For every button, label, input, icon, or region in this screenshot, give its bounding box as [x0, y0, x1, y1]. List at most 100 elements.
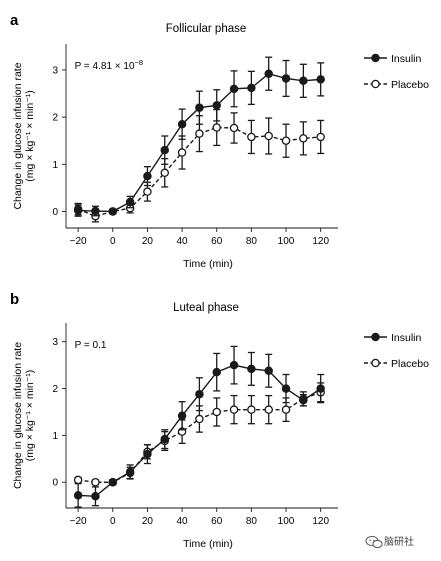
y-tick-label: 2 — [52, 384, 58, 395]
data-point — [160, 168, 170, 178]
panel-letter: a — [10, 12, 19, 29]
data-point — [229, 405, 239, 414]
watermark: 脑研社 — [365, 535, 414, 549]
y-tick-label: 0 — [52, 478, 58, 489]
series-insulin — [73, 345, 325, 508]
legend-label: Insulin — [391, 332, 422, 344]
data-point — [108, 477, 118, 487]
p-value-annotation: P = 4.81 × 10−8 — [75, 58, 143, 72]
data-point — [160, 145, 170, 155]
data-point — [229, 84, 239, 94]
data-point — [229, 360, 239, 370]
data-point — [125, 197, 135, 207]
data-point — [195, 129, 204, 138]
data-point — [316, 384, 325, 393]
x-axis-label: Time (min) — [183, 538, 233, 550]
series-insulin — [73, 56, 325, 217]
x-tick-label: 0 — [110, 516, 116, 527]
data-point — [299, 396, 308, 405]
x-tick-label: 20 — [142, 236, 154, 247]
x-tick-label: 60 — [211, 516, 223, 527]
data-point — [299, 134, 308, 143]
x-tick-label: 80 — [246, 236, 258, 247]
data-point — [247, 132, 256, 142]
data-point — [73, 491, 83, 500]
data-point — [264, 131, 273, 141]
y-axis-label-line2: (mg × kg⁻¹ × min⁻¹) — [24, 370, 36, 462]
y-axis-label-line2: (mg × kg⁻¹ × min⁻¹) — [24, 90, 36, 182]
legend-entry-placebo: Placebo — [364, 358, 429, 370]
data-point — [143, 449, 152, 459]
data-point — [91, 492, 100, 501]
legend-label: Insulin — [391, 53, 422, 65]
data-point — [264, 405, 273, 414]
x-axis-label: Time (min) — [183, 258, 233, 270]
x-tick-label: −20 — [70, 516, 87, 527]
x-tick-label: 120 — [312, 236, 329, 247]
x-tick-label: 80 — [246, 516, 258, 527]
data-point — [247, 364, 256, 374]
data-point — [195, 389, 204, 399]
x-tick-label: 40 — [177, 516, 189, 527]
panel-letter: b — [10, 291, 19, 308]
data-point — [177, 148, 187, 157]
p-value-exponent: −8 — [135, 58, 144, 67]
y-tick-label: 0 — [52, 207, 58, 218]
data-point — [316, 75, 325, 84]
legend-label: Placebo — [391, 358, 429, 370]
y-tick-label: 3 — [52, 65, 58, 76]
data-point — [316, 132, 325, 142]
legend-marker — [371, 53, 380, 63]
data-point — [247, 83, 256, 93]
data-point — [212, 101, 221, 110]
data-point — [177, 119, 187, 129]
legend-marker — [371, 358, 380, 368]
data-point — [73, 475, 83, 485]
y-tick-label: 1 — [52, 431, 58, 442]
data-point — [195, 103, 204, 112]
data-point — [195, 414, 204, 424]
x-tick-label: 20 — [142, 516, 154, 527]
legend-marker — [371, 79, 380, 89]
p-value-text: P = 4.81 × 10 — [75, 61, 135, 72]
legend-label: Placebo — [391, 79, 429, 91]
data-point — [177, 411, 187, 420]
panel-b: b Luteal phase 0 1 2 3 −20 0 20 40 60 80 100 120 Time … — [10, 291, 429, 550]
data-point — [73, 206, 83, 215]
data-point — [281, 136, 291, 145]
p-value-text: P = 0.1 — [75, 340, 107, 351]
wechat-logo-icon — [365, 535, 383, 549]
legend-entry-placebo: Placebo — [364, 79, 429, 91]
data-point — [281, 384, 291, 393]
data-point — [143, 187, 152, 196]
x-tick-label: 100 — [278, 236, 295, 247]
data-point — [160, 434, 170, 444]
p-value-annotation: P = 0.1 — [75, 340, 107, 351]
data-point — [281, 405, 291, 414]
data-point — [264, 366, 273, 376]
data-point — [91, 477, 100, 487]
y-axis-label-line1: Change in glucose infusion rate — [12, 62, 24, 209]
data-point — [299, 76, 308, 86]
data-point — [143, 171, 152, 181]
x-tick-label: 120 — [312, 516, 329, 527]
panel-a: a Follicular phase 0 1 2 3 −20 0 20 40 60 80 100 120 T… — [10, 12, 429, 270]
x-tick-label: 100 — [278, 516, 295, 527]
legend-marker — [371, 332, 380, 342]
legend-entry-insulin: Insulin — [364, 53, 422, 65]
y-tick-label: 1 — [52, 160, 58, 171]
data-point — [91, 206, 100, 216]
data-point — [229, 123, 239, 133]
x-tick-label: 40 — [177, 236, 189, 247]
y-tick-label: 2 — [52, 113, 58, 124]
series-placebo — [73, 108, 325, 223]
data-point — [212, 123, 221, 132]
data-point — [247, 405, 256, 414]
y-axis-label-line1: Change in glucose infusion rate — [12, 342, 24, 489]
y-tick-label: 3 — [52, 337, 58, 348]
data-point — [212, 407, 221, 417]
chart-title: Luteal phase — [173, 302, 239, 314]
chart-title: Follicular phase — [166, 23, 247, 35]
data-point — [125, 467, 135, 477]
